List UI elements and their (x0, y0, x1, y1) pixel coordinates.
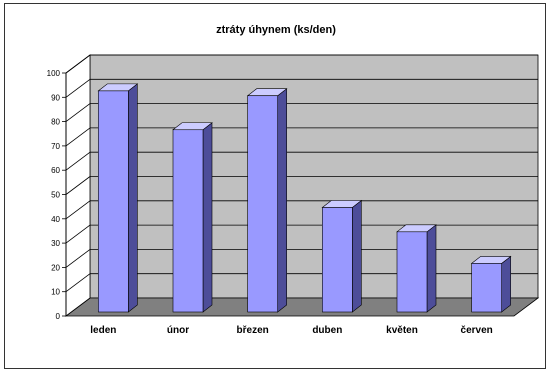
gridline-side (65, 176, 91, 195)
y-axis (62, 72, 67, 317)
bar-side (501, 255, 511, 313)
gridline-side (65, 54, 91, 74)
bar-červen (470, 255, 512, 313)
gridline-side (65, 78, 91, 98)
gridline-side (65, 249, 91, 268)
gridline-side (65, 273, 91, 293)
x-tick-label: únor (167, 325, 189, 336)
bar-front (396, 231, 428, 313)
bar-duben (321, 199, 363, 313)
bar-front (172, 129, 204, 313)
x-tick-labels: leden únor březen duben květen červen (90, 325, 493, 336)
y-tick-label: 20 (51, 263, 60, 272)
bar-side (202, 122, 213, 313)
bar-únor (172, 122, 213, 313)
y-tick-label: 100 (47, 69, 61, 78)
y-tick-labels: 0 10 20 30 40 50 60 70 80 90 100 (47, 69, 61, 321)
y-tick-label: 90 (51, 93, 60, 102)
gridline-side (65, 151, 91, 171)
bar-leden (97, 83, 139, 313)
bar-front (98, 90, 129, 313)
x-tick-label: květen (386, 325, 418, 336)
y-tick-label: 60 (51, 166, 60, 175)
y-tick-label: 70 (51, 142, 60, 151)
bar-side (277, 88, 287, 313)
chart-gridlines (65, 54, 538, 293)
bar-side (128, 83, 138, 313)
y-tick-label: 0 (56, 312, 61, 321)
y-tick-label: 40 (51, 215, 60, 224)
gridline-side (65, 224, 91, 244)
gridline-side (65, 103, 91, 122)
bar-side (352, 199, 362, 313)
x-tick-label: červen (461, 325, 493, 336)
x-tick-label: duben (312, 325, 342, 336)
y-tick-label: 10 (51, 288, 60, 297)
bar-březen (246, 88, 288, 313)
x-tick-label: leden (90, 325, 116, 336)
y-tick-label: 80 (51, 118, 60, 127)
bar-side (426, 224, 437, 313)
y-tick-label: 50 (51, 191, 60, 200)
bars (97, 83, 512, 313)
bar-květen (396, 224, 437, 313)
bar-front (247, 95, 278, 313)
bar-front (471, 263, 502, 313)
chart-title: ztráty úhynem (ks/den) (216, 24, 336, 36)
bar-front (322, 207, 353, 313)
gridline-side (65, 127, 91, 147)
y-tick-label: 30 (51, 239, 60, 248)
x-tick-label: březen (237, 325, 269, 336)
gridline-side (65, 200, 91, 220)
